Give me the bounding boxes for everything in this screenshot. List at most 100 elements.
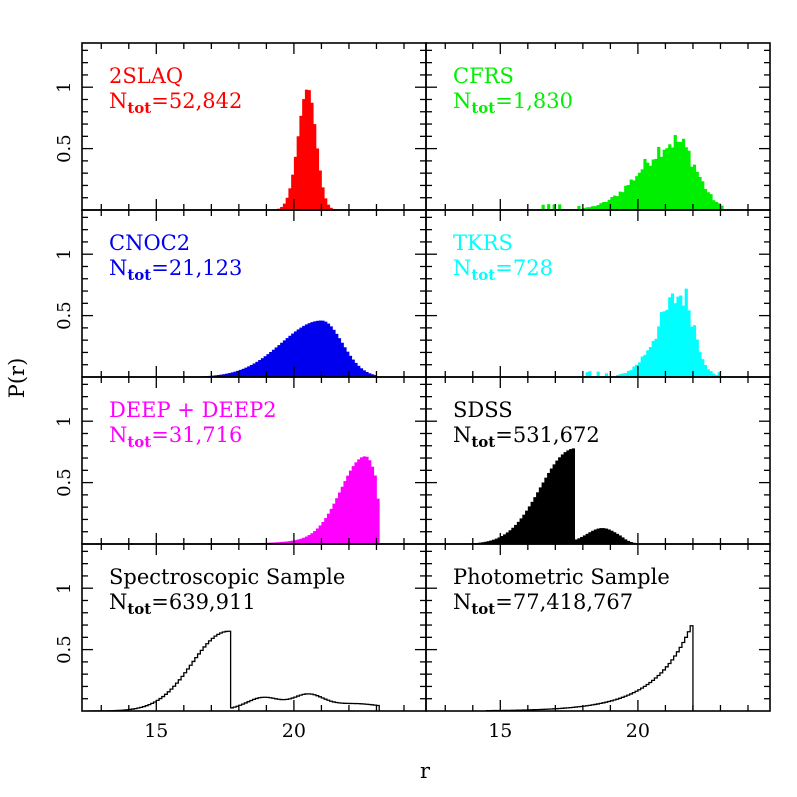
histogram-bin <box>522 514 526 544</box>
histogram-bin <box>560 454 564 544</box>
histogram-bin <box>280 541 284 544</box>
histogram-bin <box>271 349 276 377</box>
histogram-bin <box>277 542 281 544</box>
histogram-bin <box>643 158 647 210</box>
histogram-bin <box>230 372 234 377</box>
histogram-bin <box>679 142 683 210</box>
histogram-bin <box>216 375 220 377</box>
histogram-bin <box>288 335 292 377</box>
histogram-bin <box>604 201 609 210</box>
histogram-bin <box>346 475 350 544</box>
histogram-bin <box>313 531 317 544</box>
histogram-bin <box>313 321 317 377</box>
histogram-bin <box>679 295 683 377</box>
histogram-bin <box>530 501 534 544</box>
histogram-bin <box>307 323 311 377</box>
histogram-bin <box>373 475 377 544</box>
histogram-bin <box>337 338 342 377</box>
histogram-bin <box>717 203 721 210</box>
histogram-bin <box>621 192 625 210</box>
histogram-bin <box>260 358 265 377</box>
histogram-bin <box>351 466 355 544</box>
histogram-bin <box>599 528 603 544</box>
histogram-bin <box>687 310 691 377</box>
histogram-bin <box>285 197 289 210</box>
histogram-bin <box>709 371 713 377</box>
histogram-bin <box>665 309 669 377</box>
histogram-step-line <box>485 625 694 711</box>
histogram-bin <box>241 368 245 377</box>
histogram-bin <box>516 521 520 544</box>
histogram-bin <box>492 539 496 544</box>
histogram-bin <box>233 371 237 377</box>
histogram-bin <box>511 527 515 544</box>
histogram-bin <box>690 326 694 377</box>
histogram-bin <box>615 196 620 210</box>
histogram-bin <box>324 321 328 377</box>
histogram-bin <box>483 541 487 544</box>
histogram-bin <box>296 136 300 210</box>
histogram-bin <box>580 536 584 544</box>
histogram-bin <box>684 147 688 210</box>
y-tick-label: 0.5 <box>54 301 75 330</box>
histogram-bars <box>252 89 355 210</box>
histogram-bin <box>326 513 331 544</box>
histogram-bin <box>665 148 669 210</box>
histogram-bin <box>701 181 705 210</box>
histogram-bin <box>370 374 375 377</box>
histogram-bin <box>238 369 243 377</box>
histogram-bin <box>552 204 556 210</box>
histogram-bin <box>304 536 309 544</box>
histogram-bin <box>571 448 576 544</box>
histogram-bin <box>604 373 609 377</box>
histogram-bin <box>285 338 289 377</box>
histogram-bin <box>348 470 353 544</box>
panel-label: DEEP + DEEP2 <box>109 398 277 422</box>
histogram-bin <box>274 542 278 544</box>
panel-count: Ntot=1,830 <box>453 89 573 117</box>
histogram-bin <box>687 150 691 210</box>
histogram-bin <box>626 370 631 377</box>
histogram-bin <box>263 356 267 377</box>
histogram-bin <box>676 296 680 377</box>
y-tick-label: 1 <box>54 415 75 426</box>
histogram-bin <box>225 373 229 377</box>
histogram-bin <box>569 449 573 544</box>
histogram-bars <box>485 625 694 711</box>
histogram-bin <box>720 205 724 210</box>
histogram-bin <box>621 373 625 377</box>
histogram-bin <box>593 206 598 210</box>
y-tick-label: 1 <box>54 248 75 259</box>
histogram-bin <box>291 174 295 210</box>
histogram-bin <box>588 532 592 544</box>
histogram-bin <box>321 187 325 210</box>
histogram-bin <box>673 303 677 377</box>
histogram-bin <box>613 195 617 210</box>
histogram-bin <box>712 200 716 210</box>
histogram-bin <box>654 338 658 377</box>
histogram-bin <box>291 333 295 377</box>
y-tick-label: 0.5 <box>54 635 75 664</box>
histogram-bin <box>582 535 587 544</box>
histogram-bin <box>494 538 498 544</box>
histogram-bin <box>324 518 328 544</box>
histogram-bin <box>288 188 292 210</box>
histogram-bin <box>596 371 600 377</box>
histogram-bin <box>566 450 570 544</box>
histogram-bin <box>310 322 314 377</box>
histogram-bin <box>489 540 493 544</box>
histogram-bin <box>359 457 364 544</box>
histogram-bin <box>214 375 218 377</box>
histogram-bin <box>343 347 347 377</box>
histogram-bin <box>618 374 622 377</box>
histogram-bin <box>299 538 303 544</box>
histogram-bin <box>635 176 639 210</box>
histogram-bin <box>624 539 628 544</box>
histogram-bin <box>582 208 587 210</box>
histogram-bin <box>538 487 542 544</box>
histogram-bin <box>315 320 320 377</box>
